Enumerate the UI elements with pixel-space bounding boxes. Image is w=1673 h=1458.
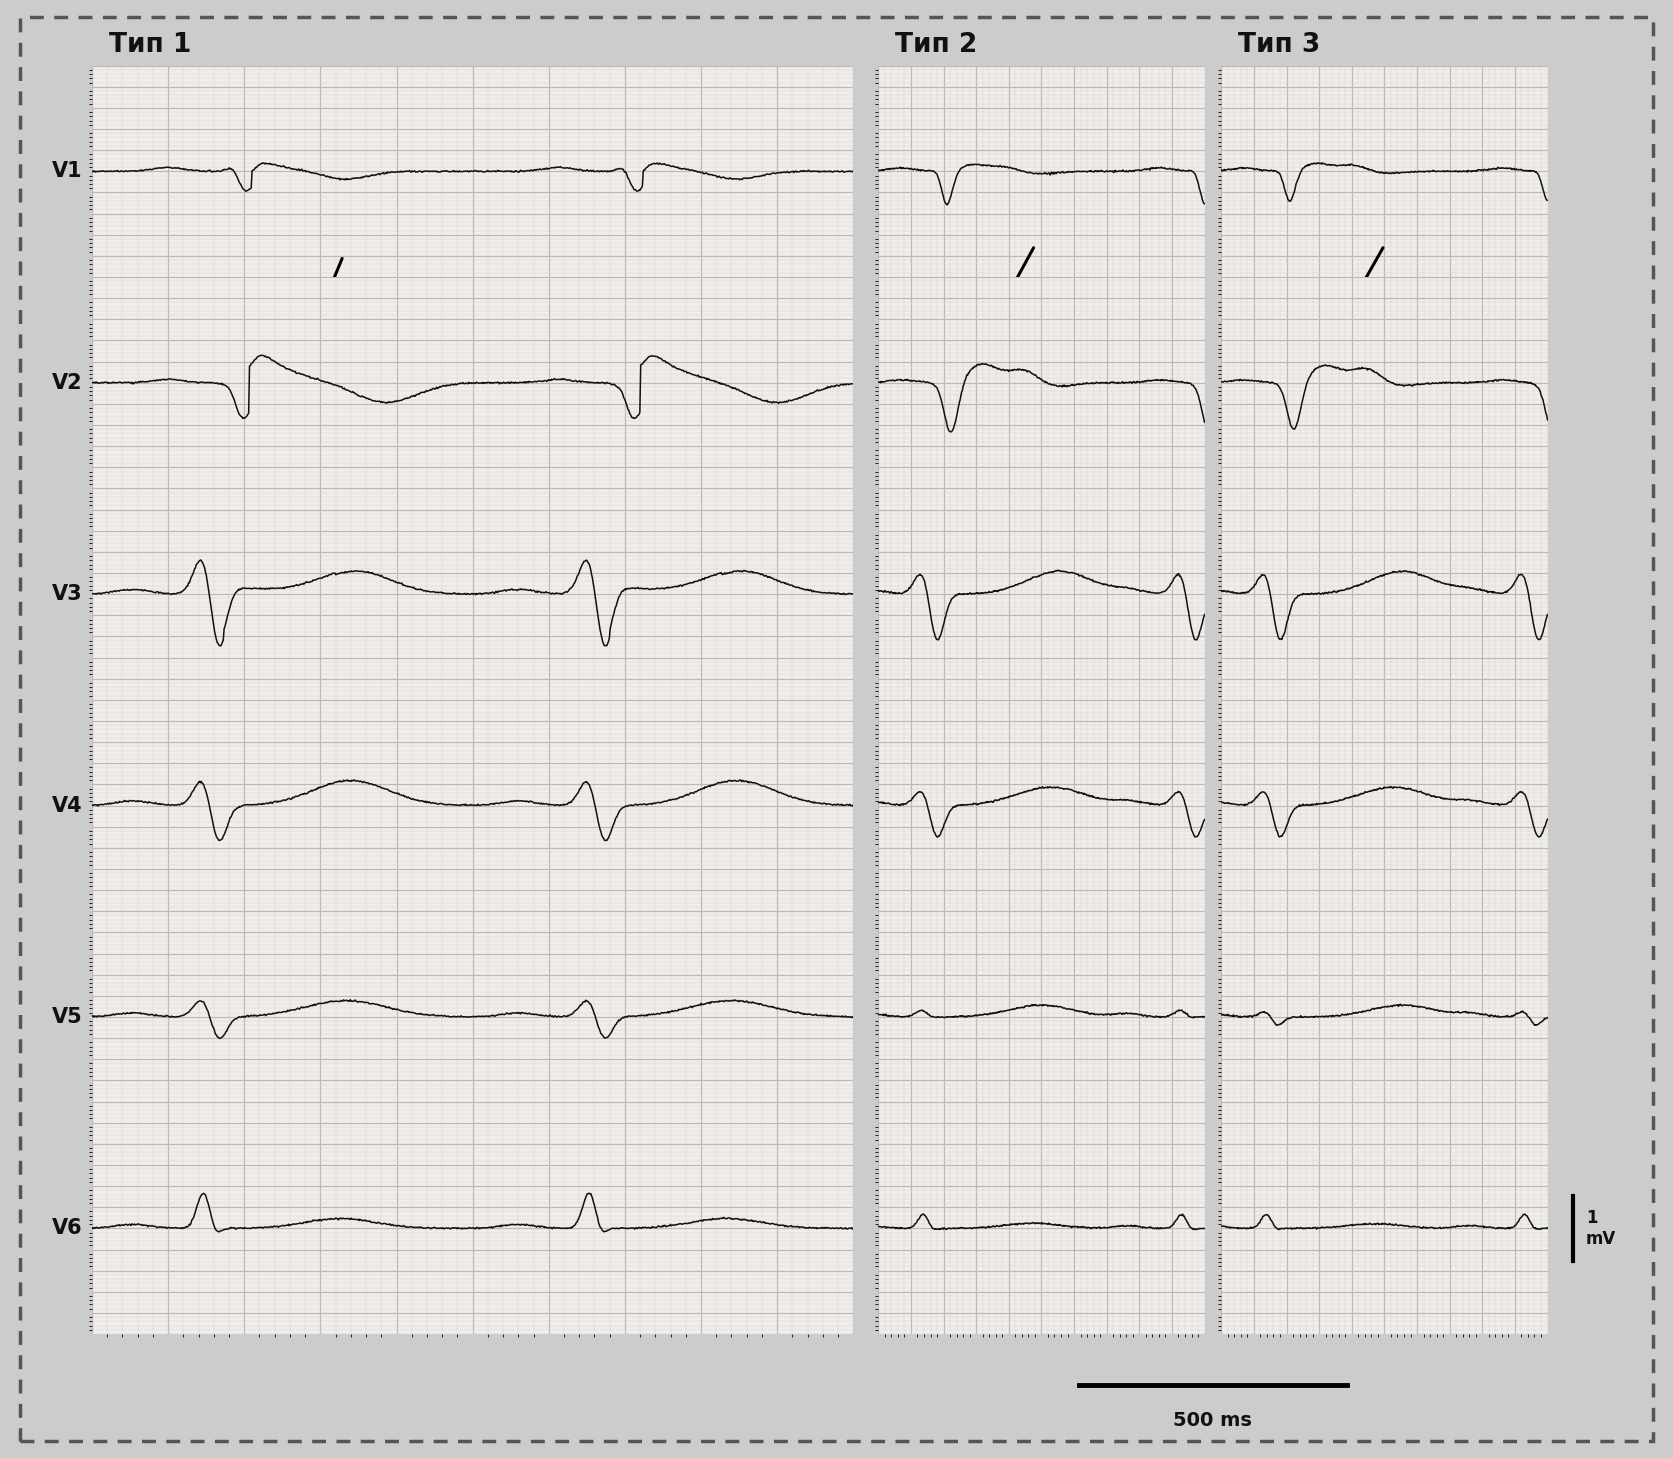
Text: 500 ms: 500 ms (1173, 1411, 1253, 1430)
Text: 1
mV: 1 mV (1586, 1209, 1616, 1248)
Text: V6: V6 (52, 1219, 82, 1238)
Text: V4: V4 (52, 796, 82, 815)
Text: V3: V3 (52, 585, 82, 604)
Text: Тип 3: Тип 3 (1238, 32, 1320, 58)
Text: V5: V5 (52, 1007, 82, 1026)
Text: Тип 1: Тип 1 (109, 32, 191, 58)
Text: V1: V1 (52, 162, 82, 181)
Text: Тип 2: Тип 2 (895, 32, 977, 58)
Text: V2: V2 (52, 373, 82, 392)
